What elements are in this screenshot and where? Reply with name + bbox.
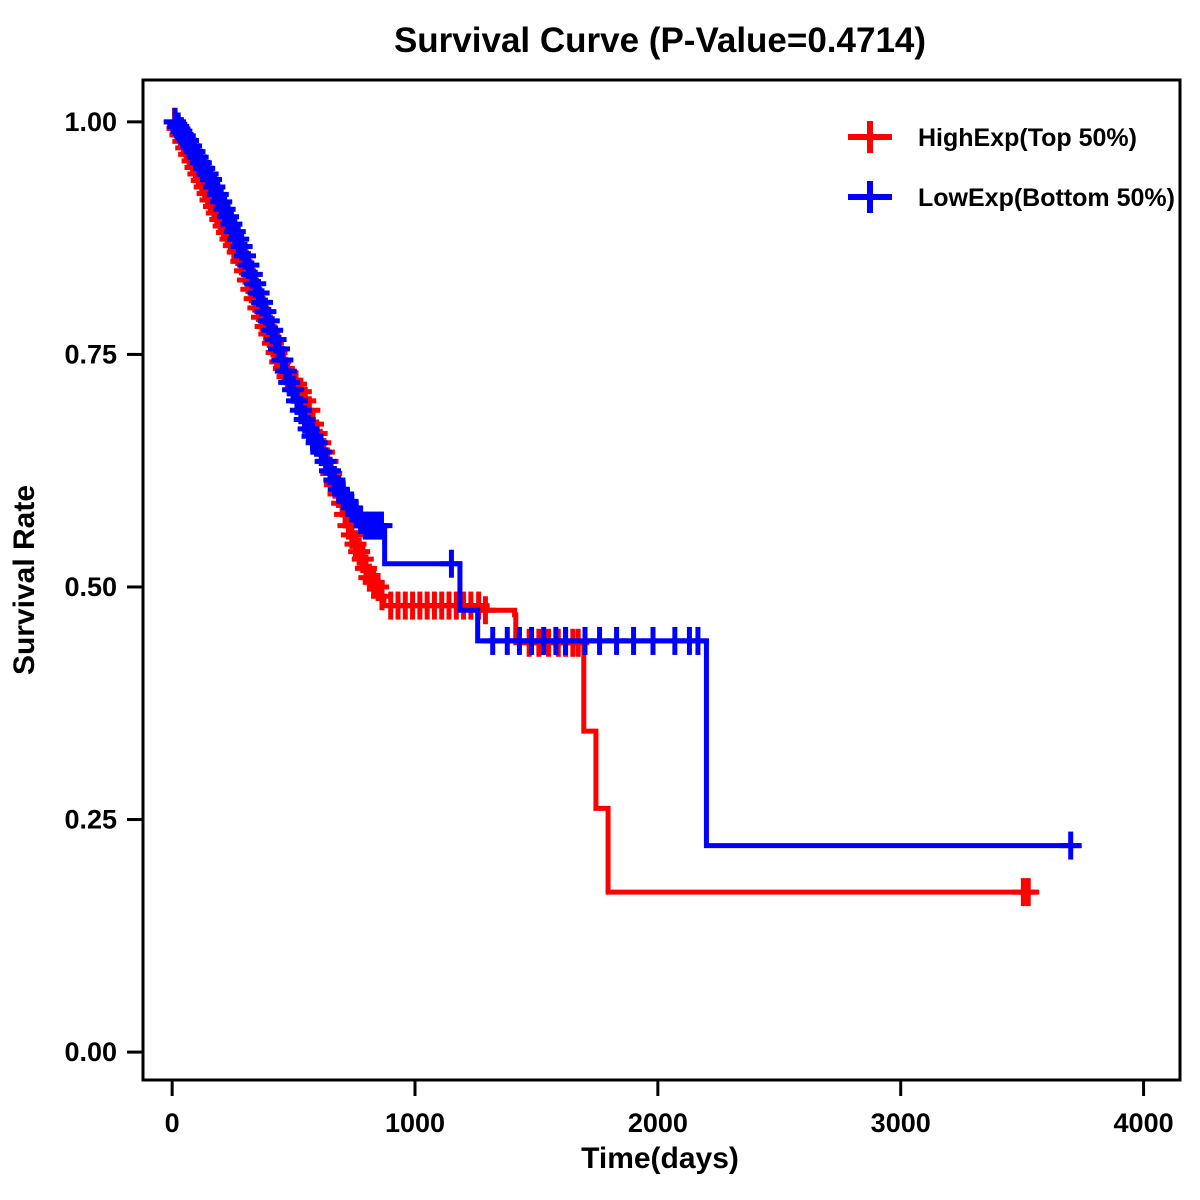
legend-item-high-exp[interactable]: HighExp(Top 50%) <box>848 121 1137 153</box>
plot-frame <box>141 78 1182 1082</box>
y-tick-label: 0.50 <box>64 572 117 602</box>
series-low-exp <box>164 107 1082 860</box>
legend-label: LowExp(Bottom 50%) <box>918 184 1175 212</box>
series-group <box>163 107 1082 907</box>
y-tick-label: 0.75 <box>64 339 117 369</box>
legend-label: HighExp(Top 50%) <box>918 124 1137 152</box>
chart-title: Survival Curve (P-Value=0.4714) <box>394 21 926 60</box>
x-tick-label: 1000 <box>385 1108 445 1138</box>
censor-marks <box>164 107 1082 860</box>
y-tick-label: 1.00 <box>64 107 117 137</box>
legend-item-low-exp[interactable]: LowExp(Bottom 50%) <box>848 181 1175 213</box>
x-axis-title: Time(days) <box>581 1142 739 1175</box>
y-tick-label: 0.00 <box>64 1037 117 1067</box>
y-tick-label: 0.25 <box>64 805 117 835</box>
chart-legend: HighExp(Top 50%) LowExp(Bottom 50%) <box>848 121 1175 213</box>
y-axis-ticks: 0.00 0.25 0.50 0.75 1.00 <box>64 107 143 1067</box>
x-tick-label: 0 <box>165 1108 180 1138</box>
x-tick-label: 3000 <box>871 1108 931 1138</box>
x-tick-label: 4000 <box>1114 1108 1174 1138</box>
x-tick-label: 2000 <box>628 1108 688 1138</box>
y-axis-title: Survival Rate <box>8 485 41 675</box>
x-axis-ticks: 0 1000 2000 3000 4000 <box>165 1080 1174 1138</box>
